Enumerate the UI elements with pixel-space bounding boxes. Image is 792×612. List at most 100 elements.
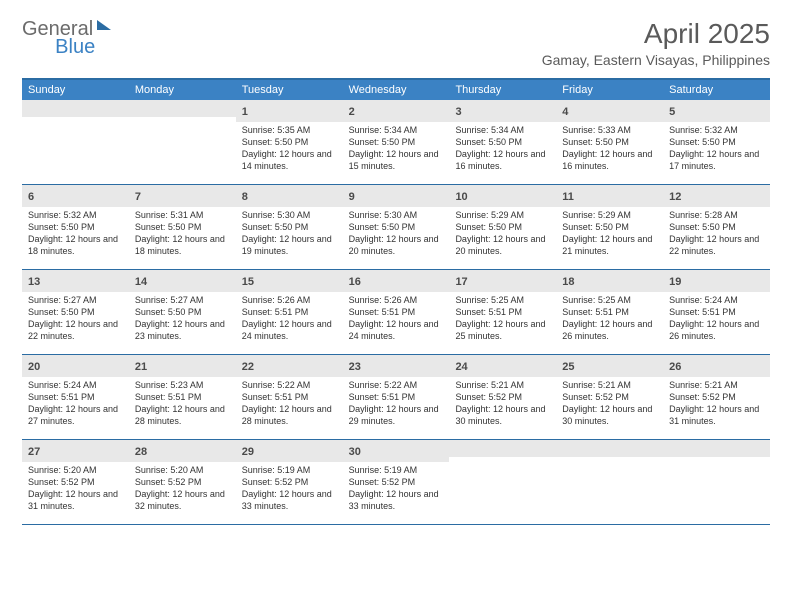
day-cell: 26Sunrise: 5:21 AMSunset: 5:52 PMDayligh… bbox=[663, 355, 770, 439]
day-cell: 30 Sunrise: 5:19 AMSunset: 5:52 PMDayligh… bbox=[343, 440, 450, 524]
day-details: Sunrise: 5:27 AMSunset: 5:50 PMDaylight:… bbox=[129, 292, 236, 347]
day-number: 1 bbox=[242, 106, 248, 118]
day-cell: 1Sunrise: 5:35 AMSunset: 5:50 PMDaylight… bbox=[236, 100, 343, 184]
day-number-row: 19 bbox=[663, 270, 770, 292]
day-details: Sunrise: 5:20 AMSunset: 5:52 PMDaylight:… bbox=[22, 462, 129, 517]
day-cell: 4 Sunrise: 5:33 AMSunset: 5:50 PMDaylight… bbox=[556, 100, 663, 184]
day-number-row: 30 bbox=[343, 440, 450, 462]
day-number-row: 18 bbox=[556, 270, 663, 292]
day-cell: 24Sunrise: 5:21 AMSunset: 5:52 PMDayligh… bbox=[449, 355, 556, 439]
day-cell: 28Sunrise: 5:20 AMSunset: 5:52 PMDayligh… bbox=[129, 440, 236, 524]
day-number: 25 bbox=[562, 361, 574, 373]
day-number: 22 bbox=[242, 361, 254, 373]
day-number-row: 3 bbox=[449, 100, 556, 122]
day-number-row: 20 bbox=[22, 355, 129, 377]
triangle-icon bbox=[97, 20, 111, 30]
day-header: Saturday bbox=[663, 80, 770, 100]
day-details: Sunrise: 5:24 AMSunset: 5:51 PMDaylight:… bbox=[22, 377, 129, 432]
day-number: 2 bbox=[349, 106, 355, 118]
day-cell: 17Sunrise: 5:25 AMSunset: 5:51 PMDayligh… bbox=[449, 270, 556, 354]
day-details: Sunrise: 5:23 AMSunset: 5:51 PMDaylight:… bbox=[129, 377, 236, 432]
day-cell: 7 Sunrise: 5:31 AMSunset: 5:50 PMDaylight… bbox=[129, 185, 236, 269]
week-row: 20 Sunrise: 5:24 AMSunset: 5:51 PMDayligh… bbox=[22, 355, 770, 440]
day-number-row: 10 bbox=[449, 185, 556, 207]
day-details: Sunrise: 5:22 AMSunset: 5:51 PMDaylight:… bbox=[236, 377, 343, 432]
day-number: 7 bbox=[135, 191, 141, 203]
day-number-row: 24 bbox=[449, 355, 556, 377]
day-cell: 19 Sunrise: 5:24 AMSunset: 5:51 PMDayligh… bbox=[663, 270, 770, 354]
day-number: 11 bbox=[562, 191, 574, 203]
day-details: Sunrise: 5:30 AMSunset: 5:50 PMDaylight:… bbox=[236, 207, 343, 262]
day-number-row: 1 bbox=[236, 100, 343, 122]
day-number: 13 bbox=[28, 276, 40, 288]
day-cell bbox=[556, 440, 663, 524]
day-cell: 23Sunrise: 5:22 AMSunset: 5:51 PMDayligh… bbox=[343, 355, 450, 439]
day-cell: 15Sunrise: 5:26 AMSunset: 5:51 PMDayligh… bbox=[236, 270, 343, 354]
day-header: Sunday bbox=[22, 80, 129, 100]
day-details: Sunrise: 5:31 AMSunset: 5:50 PMDaylight:… bbox=[129, 207, 236, 262]
day-number-row: 28 bbox=[129, 440, 236, 462]
day-number: 10 bbox=[455, 191, 467, 203]
day-cell: 20 Sunrise: 5:24 AMSunset: 5:51 PMDayligh… bbox=[22, 355, 129, 439]
day-number-row: 14 bbox=[129, 270, 236, 292]
day-cell bbox=[663, 440, 770, 524]
day-number-row: 2 bbox=[343, 100, 450, 122]
day-number: 19 bbox=[669, 276, 681, 288]
logo: General Blue bbox=[22, 18, 153, 41]
day-number: 16 bbox=[349, 276, 361, 288]
day-details: Sunrise: 5:25 AMSunset: 5:51 PMDaylight:… bbox=[449, 292, 556, 347]
day-details: Sunrise: 5:32 AMSunset: 5:50 PMDaylight:… bbox=[22, 207, 129, 262]
day-details: Sunrise: 5:19 AMSunset: 5:52 PMDaylight:… bbox=[236, 462, 343, 517]
day-details: Sunrise: 5:34 AMSunset: 5:50 PMDaylight:… bbox=[449, 122, 556, 177]
day-cell: 6 Sunrise: 5:32 AMSunset: 5:50 PMDaylight… bbox=[22, 185, 129, 269]
day-number-row: 26 bbox=[663, 355, 770, 377]
day-header: Tuesday bbox=[236, 80, 343, 100]
day-number: 9 bbox=[349, 191, 355, 203]
day-cell: 11Sunrise: 5:29 AMSunset: 5:50 PMDayligh… bbox=[556, 185, 663, 269]
day-number: 15 bbox=[242, 276, 254, 288]
day-header: Wednesday bbox=[343, 80, 450, 100]
day-number: 12 bbox=[669, 191, 681, 203]
day-number-row bbox=[663, 440, 770, 457]
day-number: 14 bbox=[135, 276, 147, 288]
location-subtitle: Gamay, Eastern Visayas, Philippines bbox=[542, 52, 770, 68]
day-number-row: 12 bbox=[663, 185, 770, 207]
weeks-container: 1Sunrise: 5:35 AMSunset: 5:50 PMDaylight… bbox=[22, 100, 770, 525]
day-cell: 27Sunrise: 5:20 AMSunset: 5:52 PMDayligh… bbox=[22, 440, 129, 524]
day-number-row: 8 bbox=[236, 185, 343, 207]
day-number: 20 bbox=[28, 361, 40, 373]
header: General Blue April 2025 Gamay, Eastern V… bbox=[22, 18, 770, 68]
day-number: 8 bbox=[242, 191, 248, 203]
day-number-row: 27 bbox=[22, 440, 129, 462]
day-details: Sunrise: 5:27 AMSunset: 5:50 PMDaylight:… bbox=[22, 292, 129, 347]
day-cell bbox=[449, 440, 556, 524]
day-cell: 14 Sunrise: 5:27 AMSunset: 5:50 PMDayligh… bbox=[129, 270, 236, 354]
day-cell: 16Sunrise: 5:26 AMSunset: 5:51 PMDayligh… bbox=[343, 270, 450, 354]
day-number-row bbox=[556, 440, 663, 457]
day-number: 4 bbox=[562, 106, 568, 118]
day-number: 23 bbox=[349, 361, 361, 373]
day-cell: 12Sunrise: 5:28 AMSunset: 5:50 PMDayligh… bbox=[663, 185, 770, 269]
day-cell bbox=[22, 100, 129, 184]
day-cell: 29Sunrise: 5:19 AMSunset: 5:52 PMDayligh… bbox=[236, 440, 343, 524]
logo-text-blue: Blue bbox=[55, 36, 95, 59]
day-number: 30 bbox=[349, 446, 361, 458]
day-number-row: 17 bbox=[449, 270, 556, 292]
day-details: Sunrise: 5:30 AMSunset: 5:50 PMDaylight:… bbox=[343, 207, 450, 262]
day-number: 21 bbox=[135, 361, 147, 373]
day-details: Sunrise: 5:19 AMSunset: 5:52 PMDaylight:… bbox=[343, 462, 450, 517]
day-details: Sunrise: 5:33 AMSunset: 5:50 PMDaylight:… bbox=[556, 122, 663, 177]
day-cell: 9 Sunrise: 5:30 AMSunset: 5:50 PMDaylight… bbox=[343, 185, 450, 269]
day-number: 6 bbox=[28, 191, 34, 203]
day-number: 3 bbox=[455, 106, 461, 118]
day-header-row: SundayMondayTuesdayWednesdayThursdayFrid… bbox=[22, 80, 770, 100]
day-details: Sunrise: 5:29 AMSunset: 5:50 PMDaylight:… bbox=[449, 207, 556, 262]
day-number-row: 4 bbox=[556, 100, 663, 122]
day-number: 5 bbox=[669, 106, 675, 118]
day-number-row: 21 bbox=[129, 355, 236, 377]
day-details: Sunrise: 5:20 AMSunset: 5:52 PMDaylight:… bbox=[129, 462, 236, 517]
calendar: SundayMondayTuesdayWednesdayThursdayFrid… bbox=[22, 78, 770, 525]
day-number-row: 15 bbox=[236, 270, 343, 292]
day-number-row: 29 bbox=[236, 440, 343, 462]
day-details: Sunrise: 5:24 AMSunset: 5:51 PMDaylight:… bbox=[663, 292, 770, 347]
